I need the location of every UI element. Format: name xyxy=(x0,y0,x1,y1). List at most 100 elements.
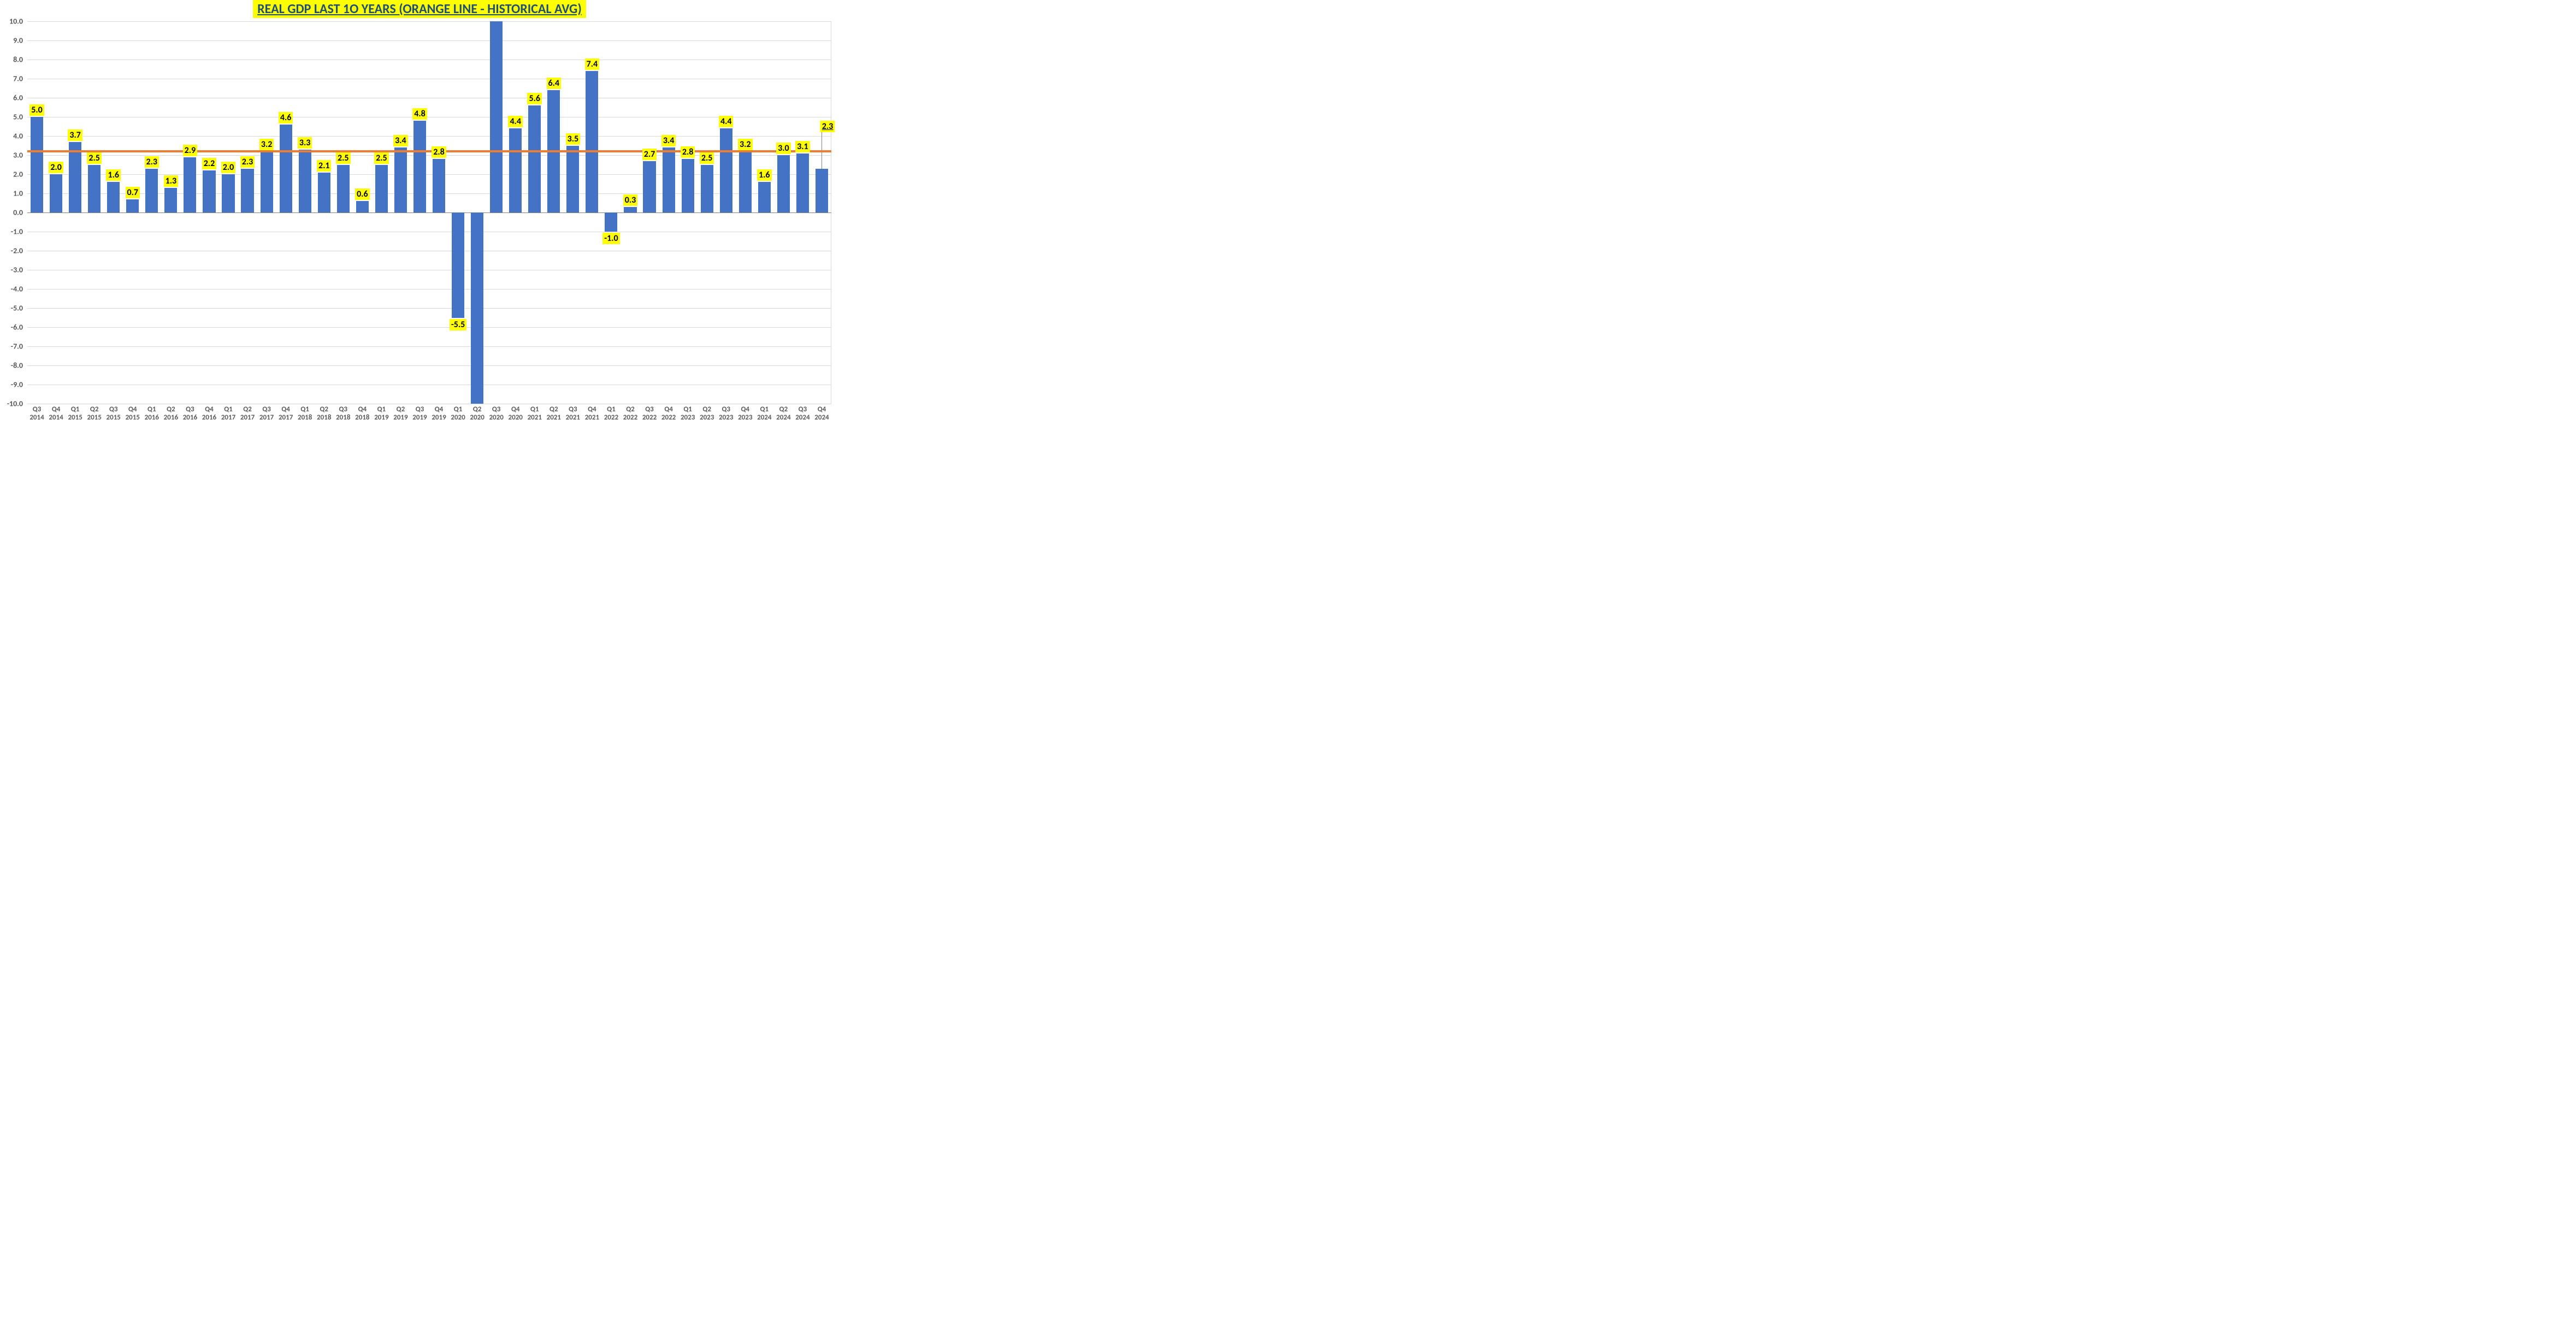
data-label: 1.6 xyxy=(106,169,121,181)
y-tick-label: -1.0 xyxy=(11,227,27,237)
bar xyxy=(433,159,445,212)
plot-area: 5.02.03.72.51.60.72.31.32.92.22.02.33.24… xyxy=(27,21,831,404)
y-tick-label: -6.0 xyxy=(11,323,27,332)
bar xyxy=(682,159,694,212)
bar xyxy=(164,188,177,213)
data-label: 3.3 xyxy=(298,137,312,149)
bar xyxy=(126,199,139,213)
data-label: 2.3 xyxy=(145,156,159,168)
bar xyxy=(663,147,675,212)
x-tick-label: Q22019 xyxy=(391,406,410,422)
x-tick-label: Q42018 xyxy=(353,406,372,422)
y-tick-label: 4.0 xyxy=(13,132,27,141)
y-tick-label: -10.0 xyxy=(7,399,27,409)
bar xyxy=(605,212,617,232)
x-tick-label: Q42014 xyxy=(46,406,66,422)
data-label: -1.0 xyxy=(602,233,619,244)
data-label: 0.7 xyxy=(126,187,140,198)
data-label: 2.0 xyxy=(49,162,63,173)
bar xyxy=(796,153,809,213)
y-tick-label: 8.0 xyxy=(13,55,27,64)
grid-line xyxy=(27,346,831,347)
y-tick-label: 9.0 xyxy=(13,36,27,45)
bar xyxy=(586,71,598,212)
data-label: 2.3 xyxy=(820,121,835,132)
x-axis: Q32014Q42014Q12015Q22015Q32015Q42015Q120… xyxy=(27,406,831,422)
x-tick-label: Q32021 xyxy=(563,406,582,422)
data-label: 4.6 xyxy=(279,112,293,123)
chart-title-row: REAL GDP LAST 1O YEARS (ORANGE LINE - HI… xyxy=(0,0,839,18)
data-label: 3.0 xyxy=(776,143,791,154)
x-tick-label: Q42023 xyxy=(736,406,755,422)
x-tick-label: Q22017 xyxy=(238,406,257,422)
x-tick-label: Q12018 xyxy=(296,406,315,422)
bar xyxy=(739,151,752,212)
bar xyxy=(490,21,503,212)
bar xyxy=(222,174,234,212)
bar xyxy=(624,207,636,213)
data-label: 2.5 xyxy=(336,152,351,164)
bar xyxy=(356,201,369,212)
bar xyxy=(203,170,215,212)
x-tick-label: Q22023 xyxy=(698,406,717,422)
x-tick-label: Q32022 xyxy=(640,406,659,422)
bar xyxy=(337,165,350,213)
bar xyxy=(816,169,828,213)
chart-title: REAL GDP LAST 1O YEARS (ORANGE LINE - HI… xyxy=(253,0,586,18)
x-tick-label: Q12016 xyxy=(142,406,161,422)
x-tick-label: Q22024 xyxy=(774,406,793,422)
bar xyxy=(107,182,120,212)
gdp-chart: REAL GDP LAST 1O YEARS (ORANGE LINE - HI… xyxy=(0,0,839,435)
bar xyxy=(88,165,101,213)
grid-line xyxy=(27,308,831,309)
data-label: 6.4 xyxy=(547,78,562,89)
x-tick-label: Q32017 xyxy=(257,406,276,422)
x-tick-label: Q32016 xyxy=(180,406,199,422)
x-tick-label: Q12024 xyxy=(755,406,774,422)
x-tick-label: Q12020 xyxy=(448,406,468,422)
bar xyxy=(413,121,426,212)
bar xyxy=(720,128,732,212)
grid-line xyxy=(27,289,831,290)
x-tick-label: Q32015 xyxy=(104,406,123,422)
bar xyxy=(777,155,790,212)
bar xyxy=(145,169,158,213)
bar xyxy=(643,161,655,213)
data-label: -5.5 xyxy=(450,319,466,330)
x-tick-label: Q32014 xyxy=(27,406,46,422)
x-tick-label: Q42024 xyxy=(812,406,831,422)
bar xyxy=(509,128,522,212)
y-tick-label: 7.0 xyxy=(13,74,27,84)
bar xyxy=(758,182,771,212)
y-tick-label: 1.0 xyxy=(13,189,27,198)
y-tick-label: -3.0 xyxy=(11,265,27,275)
data-label: 3.4 xyxy=(661,135,676,146)
x-tick-label: Q12015 xyxy=(66,406,85,422)
x-tick-label: Q22022 xyxy=(621,406,640,422)
bar xyxy=(50,174,62,212)
x-tick-label: Q42017 xyxy=(276,406,296,422)
y-tick-label: 10.0 xyxy=(9,17,27,26)
data-label: 0.3 xyxy=(623,194,638,206)
bar xyxy=(184,157,196,213)
data-label: 2.8 xyxy=(432,146,446,158)
x-tick-label: Q32020 xyxy=(487,406,506,422)
y-tick-label: -4.0 xyxy=(11,285,27,294)
y-tick-label: 2.0 xyxy=(13,170,27,179)
x-tick-label: Q32023 xyxy=(717,406,736,422)
data-label: 3.7 xyxy=(68,129,82,141)
bar xyxy=(566,146,579,213)
bar xyxy=(471,212,483,404)
data-label: 1.3 xyxy=(164,175,179,187)
y-tick-label: -8.0 xyxy=(11,361,27,370)
data-label: 3.1 xyxy=(795,141,810,152)
data-label: 3.4 xyxy=(393,135,408,146)
x-tick-label: Q22018 xyxy=(315,406,334,422)
x-tick-label: Q32019 xyxy=(410,406,429,422)
x-tick-label: Q12023 xyxy=(678,406,698,422)
bar xyxy=(452,212,464,318)
data-label: 2.5 xyxy=(87,152,102,164)
bar xyxy=(394,147,407,212)
data-label: 4.4 xyxy=(508,116,523,127)
data-label: 2.0 xyxy=(221,162,236,173)
